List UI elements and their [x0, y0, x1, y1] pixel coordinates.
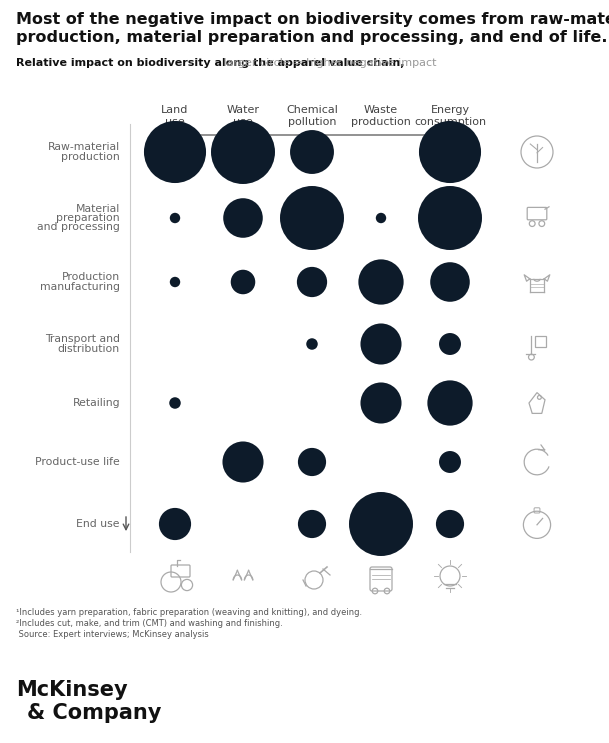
Circle shape	[361, 323, 401, 365]
Circle shape	[428, 380, 473, 426]
Circle shape	[349, 492, 413, 556]
Circle shape	[170, 212, 180, 223]
Circle shape	[418, 186, 482, 250]
Circle shape	[439, 333, 461, 355]
Circle shape	[211, 120, 275, 184]
Text: Waste
production: Waste production	[351, 105, 411, 126]
Circle shape	[358, 259, 404, 305]
Text: Product-use life: Product-use life	[35, 457, 120, 467]
Text: McKinsey: McKinsey	[16, 680, 128, 700]
Circle shape	[231, 270, 255, 294]
Text: preparation: preparation	[57, 213, 120, 223]
Text: Source: Expert interviews; McKinsey analysis: Source: Expert interviews; McKinsey anal…	[16, 630, 209, 639]
Text: Production: Production	[62, 272, 120, 282]
Text: Retailing: Retailing	[72, 398, 120, 408]
Circle shape	[144, 121, 206, 183]
Text: and processing: and processing	[37, 222, 120, 233]
Circle shape	[297, 267, 327, 297]
Text: production: production	[62, 152, 120, 162]
Text: Water
use: Water use	[227, 105, 259, 126]
Circle shape	[222, 441, 264, 482]
Circle shape	[169, 398, 181, 409]
Text: larger circle = higher negative impact: larger circle = higher negative impact	[220, 58, 437, 68]
Text: & Company: & Company	[27, 703, 161, 723]
Circle shape	[224, 198, 263, 238]
Text: Raw-material: Raw-material	[48, 142, 120, 152]
Circle shape	[376, 212, 386, 223]
Circle shape	[436, 510, 464, 538]
Circle shape	[306, 338, 318, 350]
Circle shape	[439, 451, 461, 473]
Circle shape	[290, 130, 334, 174]
Text: Most of the negative impact on biodiversity comes from raw-material: Most of the negative impact on biodivers…	[16, 12, 609, 27]
Text: Relative impact on biodiversity along the apparel value chain,: Relative impact on biodiversity along th…	[16, 58, 404, 68]
Text: Material: Material	[76, 204, 120, 213]
Text: production, material preparation and processing, and end of life.: production, material preparation and pro…	[16, 30, 608, 45]
Circle shape	[298, 448, 326, 476]
Circle shape	[170, 277, 180, 288]
Text: Chemical
pollution: Chemical pollution	[286, 105, 338, 126]
Text: ¹Includes yarn preparation, fabric preparation (weaving and knitting), and dyein: ¹Includes yarn preparation, fabric prepa…	[16, 608, 362, 617]
Text: ²Includes cut, make, and trim (CMT) and washing and finishing.: ²Includes cut, make, and trim (CMT) and …	[16, 619, 283, 628]
Circle shape	[430, 262, 470, 302]
Text: Transport and: Transport and	[45, 334, 120, 344]
Circle shape	[419, 121, 481, 183]
Circle shape	[159, 508, 191, 540]
Circle shape	[361, 383, 401, 424]
Bar	[535, 336, 546, 347]
Text: distribution: distribution	[58, 344, 120, 354]
Text: manufacturing: manufacturing	[40, 282, 120, 292]
Circle shape	[298, 510, 326, 538]
Circle shape	[280, 186, 344, 250]
Text: End use: End use	[77, 519, 120, 529]
Text: Energy
consumption: Energy consumption	[414, 105, 486, 126]
Text: Land
use: Land use	[161, 105, 189, 126]
